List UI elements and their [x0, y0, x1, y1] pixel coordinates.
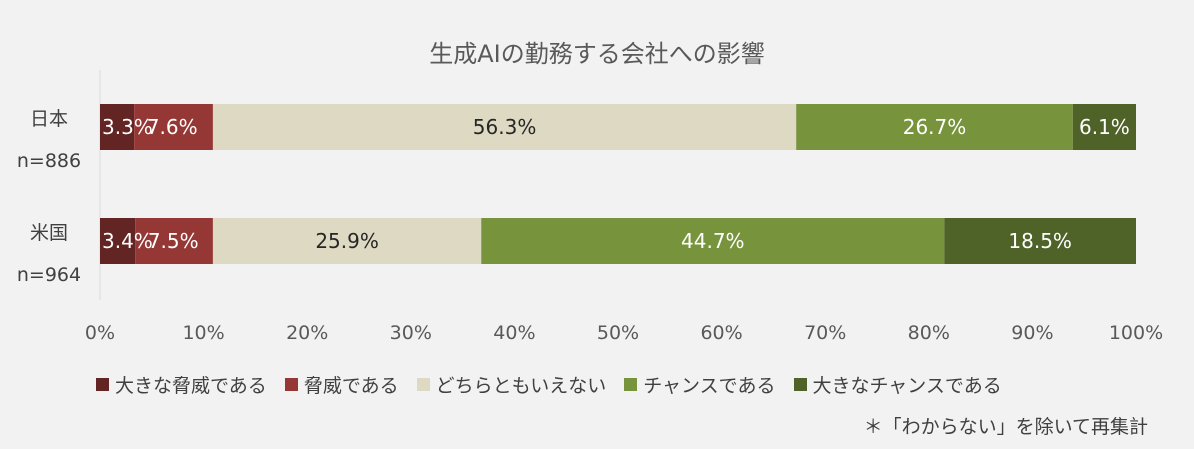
- legend-label: どちらともいえない: [435, 375, 607, 397]
- category-n-label: n=964: [17, 264, 81, 286]
- data-label: 26.7%: [903, 115, 967, 139]
- bar-segment: [100, 218, 136, 264]
- legend-label: 脅威である: [303, 375, 399, 397]
- legend-label: チャンスである: [643, 375, 776, 397]
- legend-item: 大きなチャンスである: [793, 371, 1002, 398]
- data-label: 6.1%: [1079, 115, 1130, 139]
- bar-segment: [212, 104, 797, 150]
- x-tick-label: 70%: [804, 322, 846, 344]
- category-label: 米国: [30, 222, 68, 244]
- x-tick-label: 0%: [85, 322, 115, 344]
- legend-item: 脅威である: [284, 371, 399, 398]
- x-tick-label: 20%: [286, 322, 328, 344]
- bar-segment: [796, 104, 1073, 150]
- legend-swatch: [793, 378, 807, 391]
- x-tick-label: 100%: [1109, 322, 1163, 344]
- data-label: 7.5%: [148, 229, 199, 253]
- legend-swatch: [624, 378, 638, 391]
- bar-segment: [135, 218, 213, 264]
- legend-swatch: [96, 378, 109, 391]
- bar-segment: [212, 218, 482, 264]
- data-label: 7.6%: [147, 115, 198, 139]
- data-label: 18.5%: [1008, 229, 1072, 253]
- x-tick-label: 50%: [597, 322, 639, 344]
- bar-segment: [1072, 104, 1136, 150]
- data-label: 56.3%: [473, 115, 537, 139]
- data-label: 25.9%: [315, 229, 379, 253]
- x-tick-label: 90%: [1011, 322, 1053, 344]
- x-tick-label: 80%: [908, 322, 950, 344]
- bar-segment: [134, 104, 213, 150]
- legend-label: 大きなチャンスである: [812, 375, 1002, 397]
- x-tick-label: 10%: [182, 322, 224, 344]
- data-label: 44.7%: [681, 229, 745, 253]
- legend-item: 大きな脅威である: [96, 371, 267, 398]
- legend-label: 大きな脅威である: [115, 375, 267, 397]
- legend-swatch: [284, 378, 298, 391]
- x-tick-label: 30%: [390, 322, 432, 344]
- data-label: 3.3%: [102, 115, 153, 139]
- bar-segment: [100, 104, 135, 150]
- legend: 大きな脅威である 脅威である どちらともいえない チャンスである 大きなチャンスである: [96, 371, 1002, 398]
- category-n-label: n=886: [17, 150, 81, 172]
- bar-segment: [481, 218, 945, 264]
- legend-item: どちらともいえない: [416, 371, 607, 398]
- chart-title: 生成AIの勤務する会社への影響: [429, 40, 765, 68]
- category-label: 日本: [30, 108, 68, 130]
- x-tick-label: 60%: [700, 322, 742, 344]
- x-tick-label: 40%: [493, 322, 535, 344]
- legend-swatch: [416, 378, 430, 391]
- bar-segment: [944, 218, 1136, 264]
- footnote: ＊「わからない」を除いて再集計: [863, 416, 1148, 438]
- legend-item: チャンスである: [624, 371, 776, 398]
- data-label: 3.4%: [102, 229, 153, 253]
